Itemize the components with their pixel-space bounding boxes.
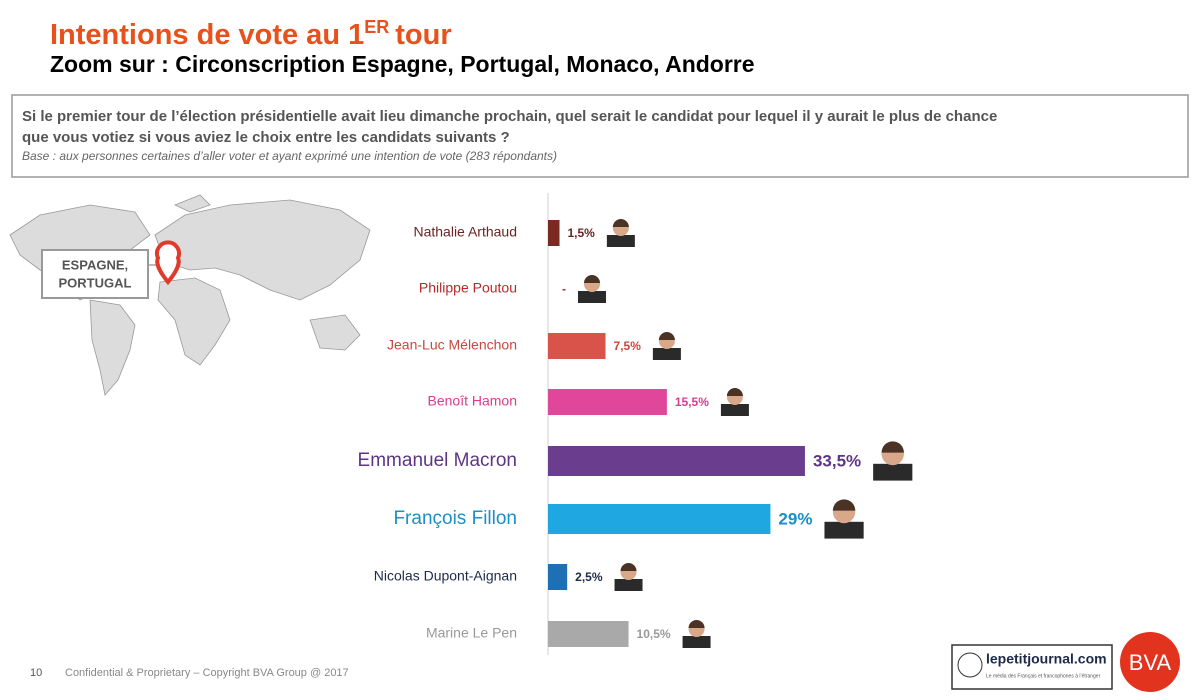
photo-body [873,463,913,481]
question-box [11,94,1189,178]
bars: Nathalie Arthaud 1,5% Philippe Poutou - Jean… [358,219,913,648]
photo-hair [881,441,904,453]
question-line: Si le premier tour de l’élection préside… [22,108,997,125]
photo-body [606,235,635,247]
value-label: 15,5% [675,395,709,409]
question-line: que vous votiez si vous aviez le choix e… [22,129,510,146]
category-label: François Fillon [393,508,517,529]
category-label: Nicolas Dupont-Aignan [374,568,517,584]
photo-hair [726,388,743,396]
category-label: Nathalie Arthaud [413,224,517,240]
map-pin [155,240,181,286]
subtitle: Zoom sur : Circonscription Espagne, Port… [50,51,755,77]
base-note: Base : aux personnes certaines d’aller v… [22,149,557,163]
photo-hair [688,620,705,628]
value-label: 29% [778,509,812,528]
candidate-photo [682,620,711,648]
partner-tagline: Le média des Français et francophones à … [986,673,1101,679]
value-label: - [562,282,566,296]
candidate-photo [720,388,749,416]
candidate-photo [824,499,864,539]
copyright: Confidential & Proprietary – Copyright B… [65,667,349,679]
title-sup: ER [364,17,389,37]
bar [548,333,606,359]
value-label: 33,5% [813,451,861,470]
category-label: Jean-Luc Mélenchon [387,337,517,353]
photo-hair [620,563,637,571]
title: Intentions de vote au 1ER tour [50,17,452,51]
value-label: 2,5% [575,570,603,584]
candidate-photo [606,219,635,247]
photo-hair [584,275,600,283]
bar [548,621,629,647]
photo-body [578,291,606,303]
photo-body [614,579,643,591]
photo-body [652,348,681,360]
category-label: Benoît Hamon [428,393,518,409]
category-label: Philippe Poutou [419,280,517,296]
category-label: Marine Le Pen [426,625,517,641]
photo-hair [658,332,675,340]
bar [548,564,568,590]
bar [548,220,560,246]
photo-hair [612,219,629,227]
callout-box [41,249,149,299]
photo-hair [832,499,856,511]
value-label: 7,5% [614,339,642,353]
title-end: tour [395,19,451,51]
candidate-photo [652,332,681,360]
map-label: PORTUGAL [59,275,132,290]
photo-body [824,521,864,539]
category-label: Emmanuel Macron [358,450,517,471]
candidate-photo [614,563,643,591]
title-main: Intentions de vote au 1 [50,19,364,51]
candidate-photo [873,441,913,481]
brand-logo [1120,632,1180,692]
bar [548,389,667,415]
photo-body [682,636,711,648]
photo-body [720,404,749,416]
brand-name: BVA [1129,650,1172,675]
bar [548,504,771,534]
value-label: 1,5% [568,226,596,240]
value-label: 10,5% [637,627,671,641]
bar [548,446,805,476]
candidate-photo [578,275,606,303]
page-number: 10 [30,667,42,679]
map-label: ESPAGNE, [62,257,128,272]
partner-icon [957,652,983,678]
partner-name: lepetitjournal.com [986,651,1107,667]
